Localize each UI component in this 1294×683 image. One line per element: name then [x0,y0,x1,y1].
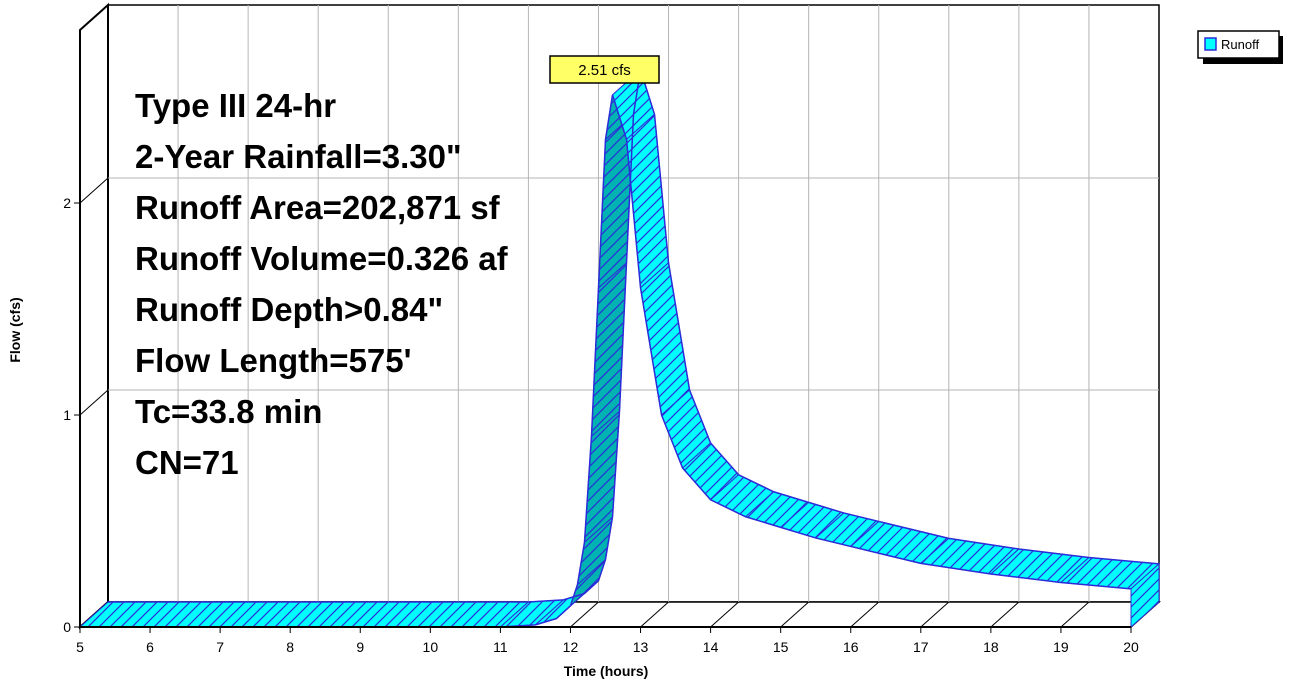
floor-gridline [850,601,880,628]
peak-label-text: 2.51 cfs [578,62,631,79]
peak-flow-label: 2.51 cfs [549,55,660,84]
info-line-tc: Tc=33.8 min [135,393,322,430]
x-tick-label: 10 [423,639,439,655]
x-tick-label: 15 [773,639,789,655]
info-line-runoff-depth: Runoff Depth>0.84" [135,291,443,328]
peak-label-box [549,55,660,84]
x-tick-label: 14 [703,639,719,655]
x-axis-title: Time (hours) [564,663,649,679]
x-tick-label: 12 [563,639,579,655]
info-line-runoff-volume: Runoff Volume=0.326 af [135,240,509,277]
left-wall [79,2,109,630]
y-tick-label: 1 [63,407,71,423]
runoff-front-outline [80,94,1132,628]
x-tick-label: 7 [216,639,224,655]
y-tick-label: 0 [63,619,71,635]
left-wall-gridline [79,389,109,416]
info-line-rainfall-depth: 2-Year Rainfall=3.30" [135,138,462,175]
info-line-flow-length: Flow Length=575' [135,342,411,379]
x-tick-label: 18 [983,639,999,655]
legend-label-runoff: Runoff [1221,37,1259,52]
y-axis-title: Flow (cfs) [7,297,23,362]
x-tick-label: 13 [633,639,649,655]
floor-gridline [570,601,599,628]
floor-gridline [780,601,809,628]
floor-gridline [920,601,950,628]
info-line-rainfall-type: Type III 24-hr [135,87,336,124]
runoff-ribbon-segment [78,601,530,628]
x-tick-label: 20 [1123,639,1139,655]
info-annotation-block: Type III 24-hr 2-Year Rainfall=3.30" Run… [135,87,509,481]
x-tick-labels: 5 6 7 8 9 10 11 12 13 14 15 16 17 18 19 20 [76,627,1139,655]
left-wall-gridline [79,177,109,204]
y-tick-labels: 0 1 2 [63,195,80,635]
legend: Runoff [1197,30,1283,64]
x-tick-label: 17 [913,639,929,655]
x-tick-label: 6 [146,639,154,655]
info-line-cn: CN=71 [135,444,239,481]
runoff-back-outline [108,69,1160,603]
info-line-runoff-area: Runoff Area=202,871 sf [135,189,501,226]
floor-gridline [1060,601,1090,628]
x-tick-label: 8 [286,639,294,655]
floor-gridline [640,601,669,628]
x-tick-label: 11 [493,639,508,655]
legend-swatch-runoff [1204,37,1217,51]
x-tick-label: 5 [76,639,84,655]
series-layer [78,68,1161,629]
y-tick-label: 2 [63,195,71,211]
x-tick-label: 19 [1053,639,1069,655]
floor-gridline [710,601,739,628]
x-tick-label: 16 [843,639,859,655]
floor-gridline [990,601,1020,628]
runoff-ribbon-endcap [1130,562,1160,629]
x-tick-label: 9 [356,639,364,655]
